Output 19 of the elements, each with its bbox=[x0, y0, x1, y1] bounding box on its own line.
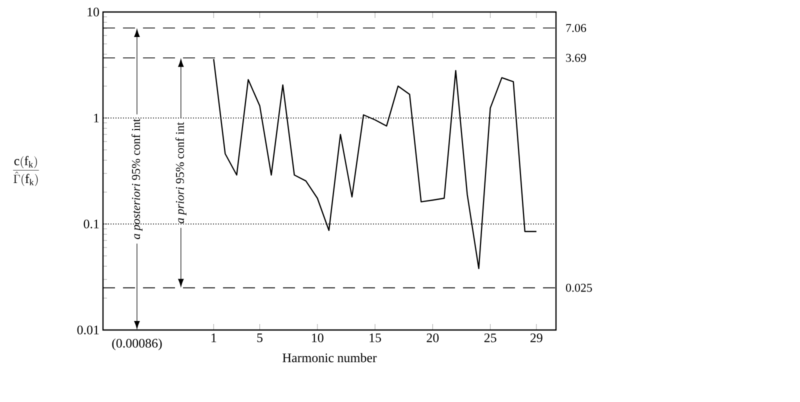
x-tick-label: 25 bbox=[484, 334, 496, 342]
text: (0.00086) bbox=[112, 338, 162, 350]
x-tick-label: 15 bbox=[370, 334, 381, 342]
x-tick-label: 10 bbox=[312, 334, 324, 342]
ref-line-label: 7.06 bbox=[566, 24, 586, 32]
y-tick-label: 0.1 bbox=[84, 220, 99, 228]
ref-line-label: 3.69 bbox=[566, 54, 586, 62]
y-tick-label: 0.01 bbox=[77, 326, 99, 334]
x-tick-label: 29 bbox=[530, 334, 542, 342]
y-axis-title: $\frac{\mathrm{c(f_k)}}{\hat{\Gamma}\mathrm{(f_k)}}$ bbox=[13, 156, 39, 186]
annotation: a priori 95% conf int bbox=[175, 122, 186, 224]
x-tick-label: 1 bbox=[212, 334, 216, 342]
x-tick-label: 20 bbox=[426, 334, 439, 342]
y-tick-label: 1 bbox=[94, 114, 99, 122]
ref-line-label: 0.025 bbox=[566, 284, 592, 292]
y-tick-label: 10 bbox=[88, 8, 99, 16]
annotation: a posteriori 95% conf int bbox=[131, 118, 142, 240]
x-axis-title: Harmonic number bbox=[282, 353, 377, 362]
x-tick-label: 5 bbox=[257, 334, 262, 342]
